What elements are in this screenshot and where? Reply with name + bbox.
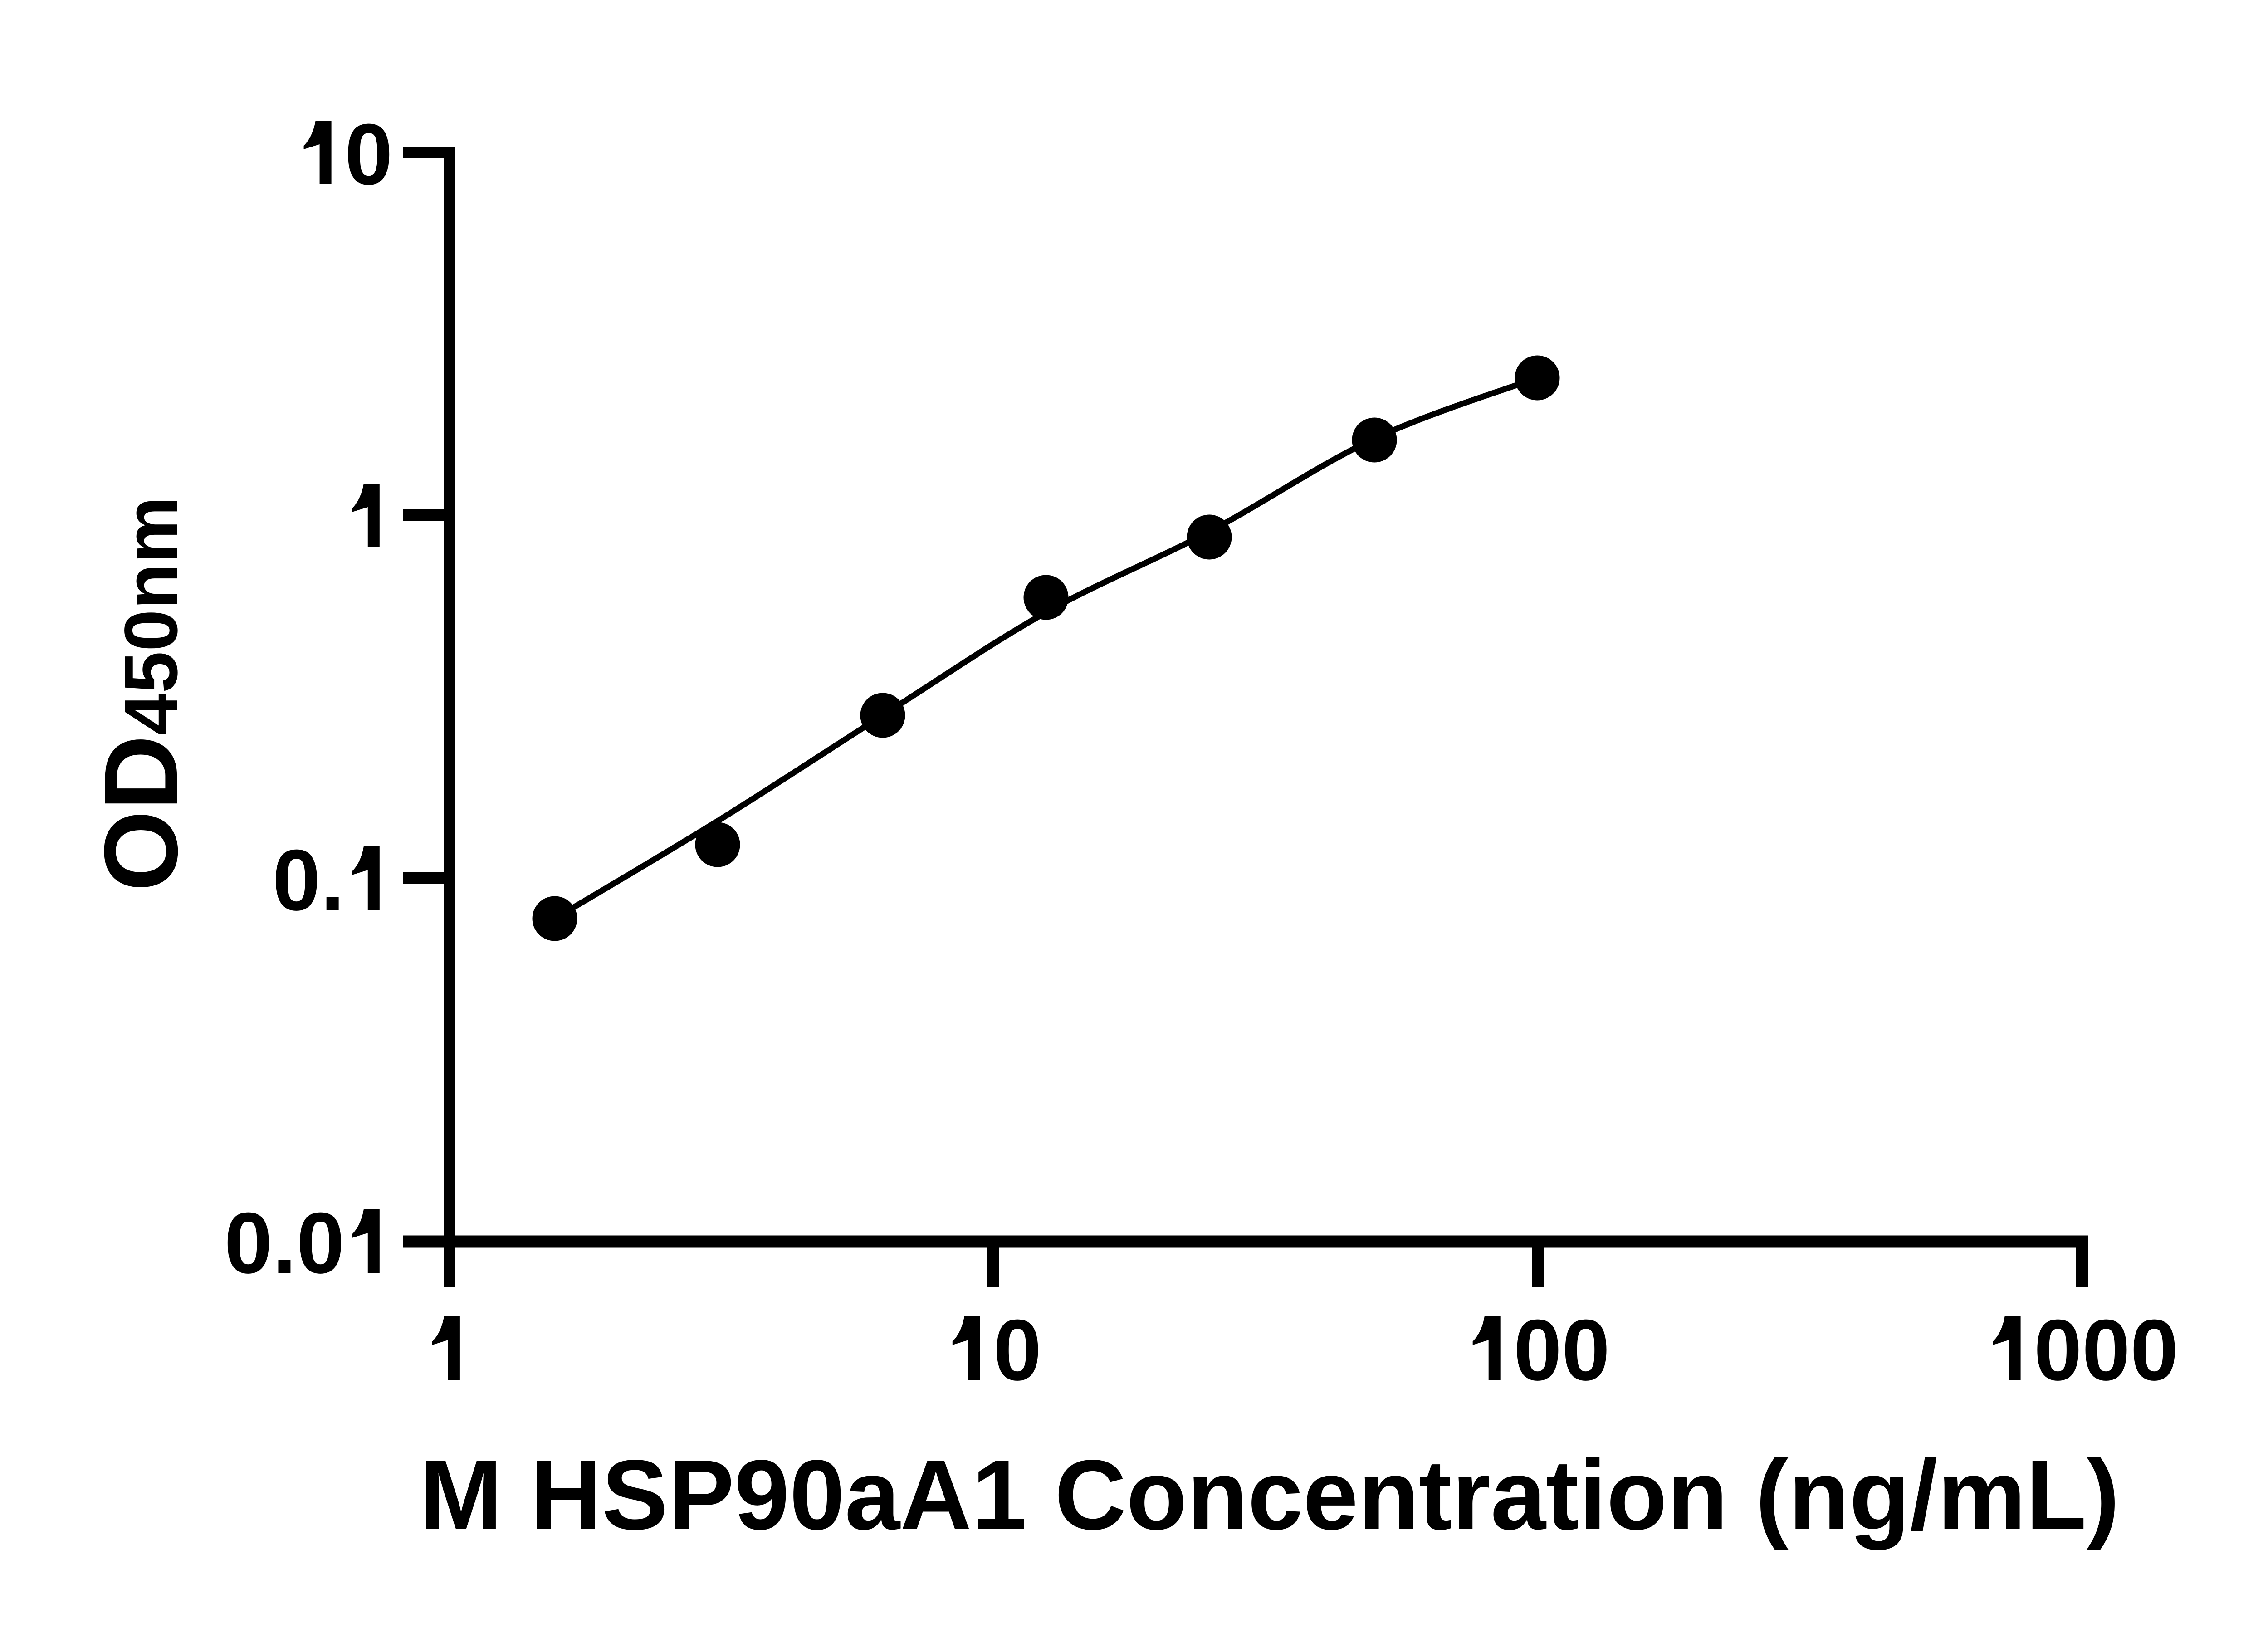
- svg-text:00: 00: [1514, 1302, 1610, 1398]
- svg-text:0.: 0.: [273, 832, 345, 929]
- svg-text:0.0: 0.0: [224, 1195, 345, 1291]
- svg-text:M HSP90aA1 Concentration (ng/m: M HSP90aA1 Concentration (ng/mL): [420, 1440, 2120, 1550]
- svg-text:000: 000: [2034, 1302, 2179, 1398]
- svg-text:0: 0: [993, 1302, 1041, 1398]
- svg-text:0: 0: [345, 106, 393, 203]
